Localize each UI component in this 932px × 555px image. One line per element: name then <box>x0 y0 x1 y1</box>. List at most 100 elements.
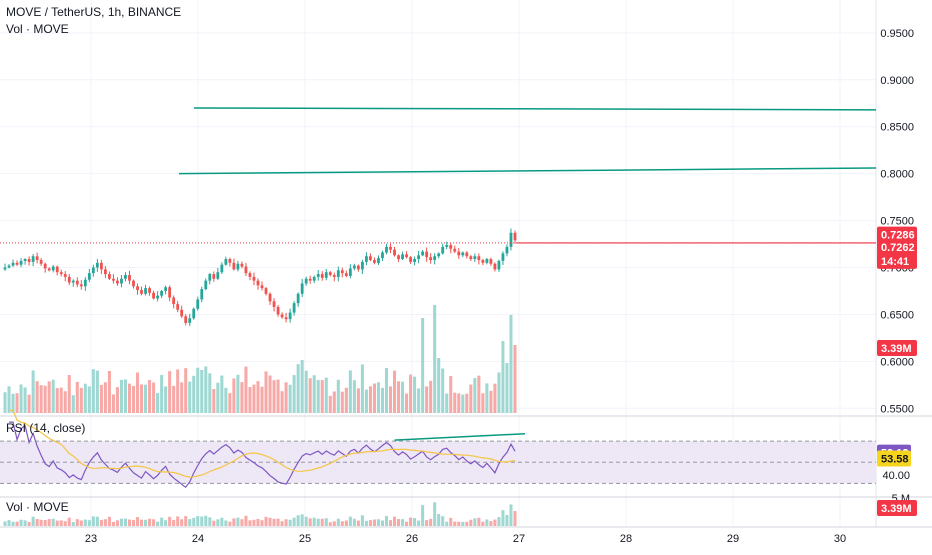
bottom-volume-bar <box>248 520 252 526</box>
candle-body <box>79 284 83 287</box>
volume-bar <box>148 379 152 413</box>
candle-body <box>136 286 139 291</box>
candle-body <box>473 256 477 260</box>
bottom-volume-bar <box>240 519 244 526</box>
volume-bar <box>348 370 352 413</box>
bottom-volume-bar <box>168 516 172 526</box>
bottom-volume-bar <box>292 517 296 526</box>
price-badge-last-text: 0.7262 <box>881 242 915 254</box>
bottom-volume-bar <box>388 520 393 526</box>
volume-bar <box>380 387 385 413</box>
volume-bar <box>111 394 115 413</box>
candle-body <box>417 255 421 260</box>
candle-body <box>264 288 268 294</box>
bottom-volume-bar <box>304 516 308 526</box>
volume-bar <box>501 341 505 413</box>
candle-body <box>292 303 296 313</box>
volume-bar <box>160 374 164 413</box>
price-tick-label: 0.6000 <box>880 356 914 368</box>
volume-bar <box>71 395 75 413</box>
volume-bar <box>477 375 481 413</box>
bottom-volume-bar <box>244 515 248 526</box>
candle-body <box>457 251 461 256</box>
volume-bar <box>99 384 103 413</box>
bottom-volume-bar <box>23 520 27 526</box>
bottom-volume-bar <box>469 519 473 526</box>
candle-body <box>389 246 392 250</box>
bottom-volume-bar <box>75 519 79 526</box>
candle-body <box>148 288 151 293</box>
volume-badge: 3.39M <box>877 340 917 356</box>
volume-bar <box>485 383 489 413</box>
candle-body <box>360 261 364 270</box>
bottom-volume-bar <box>489 521 493 526</box>
bottom-volume-bar <box>429 518 433 526</box>
candle-body <box>23 259 27 261</box>
volume-bar <box>228 393 232 413</box>
candle-body <box>51 266 55 271</box>
candle-body <box>71 280 75 283</box>
candle-body <box>200 289 204 300</box>
volume-bar <box>260 386 264 413</box>
volume-bar <box>465 393 469 413</box>
volume-bar <box>47 381 51 413</box>
bottom-volume-bar <box>3 521 7 526</box>
bottom-volume-bar <box>308 518 312 526</box>
rsi-line <box>9 421 516 489</box>
bottom-volume-bar <box>184 516 188 526</box>
volume-bar <box>392 370 397 413</box>
bottom-volume-bar <box>140 519 144 526</box>
candle-body <box>497 260 501 270</box>
volume-bar <box>140 384 144 413</box>
candle-body <box>397 255 400 260</box>
candle-body <box>47 268 51 271</box>
candle-body <box>344 273 348 276</box>
volume-bar <box>340 391 344 413</box>
volume-bar <box>256 381 260 413</box>
price-badge-high: 0.7286 <box>877 226 917 243</box>
candle-body <box>212 274 216 279</box>
candle-body <box>340 270 344 274</box>
bottom-volume-bar <box>465 521 469 526</box>
bottom-volume-bar <box>228 521 232 526</box>
volume-bar <box>11 393 15 413</box>
bottom-volume-bar <box>135 517 140 526</box>
bottom-volume-bar <box>264 516 268 526</box>
bottom-volume-bar <box>204 515 208 526</box>
candle-body <box>196 299 200 309</box>
volume-bar <box>457 393 461 413</box>
candle-body <box>316 274 320 277</box>
volume-bar <box>372 383 376 413</box>
volume-bar <box>123 379 128 413</box>
bottom-volume-bar <box>59 520 63 526</box>
volume-bar <box>268 375 272 413</box>
bottom-volume-bar <box>268 517 272 526</box>
bottom-volume-bar <box>208 517 212 526</box>
volume-bar <box>336 379 340 413</box>
bottom-volume-bar <box>39 519 43 526</box>
rsi-ma-line <box>9 409 516 478</box>
volume-bar <box>292 375 296 413</box>
bottom-volume-bar <box>413 518 417 526</box>
candle-body <box>429 257 433 261</box>
volume-bar <box>127 383 132 413</box>
time-tick-label: 25 <box>299 533 311 545</box>
volume-bar <box>332 391 336 413</box>
bottom-volume-bars <box>3 502 517 526</box>
bottom-volume-bar <box>405 521 409 526</box>
candle-body <box>188 318 192 323</box>
bottom-volume-bar <box>433 502 437 526</box>
candle-body <box>352 265 356 269</box>
volume-bar <box>449 375 453 413</box>
volume-bar <box>308 378 312 413</box>
bottom-volume-bar <box>220 517 224 526</box>
bottom-volume-bar <box>280 521 284 526</box>
time-tick-label: 24 <box>192 533 204 545</box>
bottom-volume-bar <box>368 520 372 526</box>
volume-bar <box>216 382 220 413</box>
bottom-volume-bar <box>148 518 152 526</box>
volume-bar <box>188 381 192 413</box>
volume-bar <box>384 368 389 413</box>
